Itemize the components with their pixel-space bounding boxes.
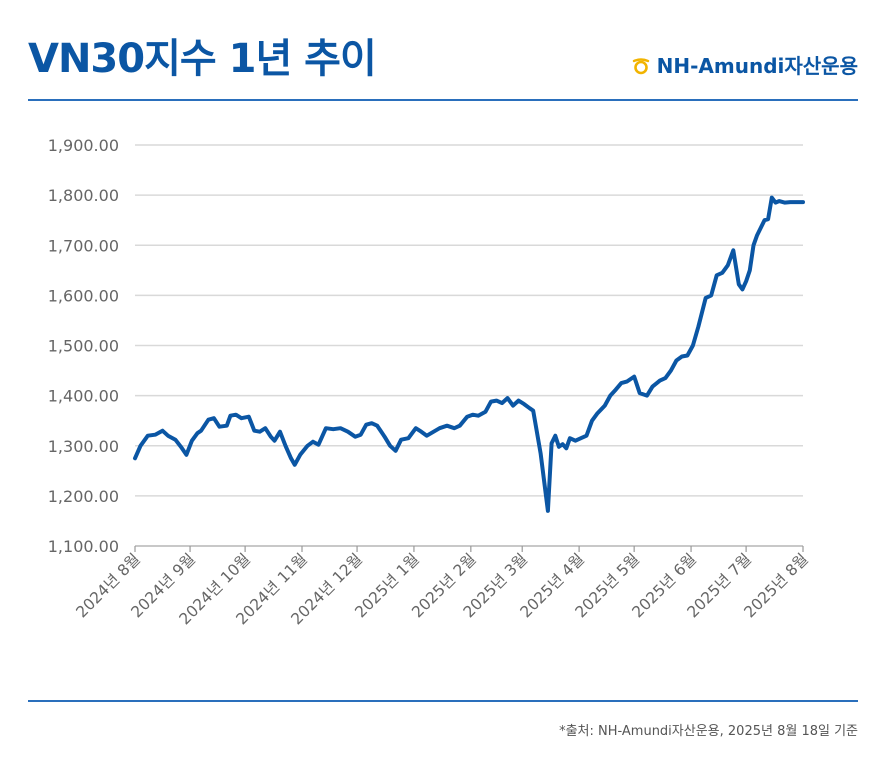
chart-area: 1,100.00 1,200.00 1,300.00 1,400.00 1,500.00… xyxy=(0,110,886,690)
footer-divider xyxy=(28,700,858,702)
y-tick-label: 1,600.00 xyxy=(48,286,119,305)
y-tick-label: 1,300.00 xyxy=(48,437,119,456)
y-tick-label: 1,800.00 xyxy=(48,186,119,205)
y-tick-label: 1,900.00 xyxy=(48,136,119,155)
chart-title: VN30지수 1년 추이 xyxy=(28,36,377,82)
gridlines xyxy=(135,144,803,547)
line-chart: 1,100.00 1,200.00 1,300.00 1,400.00 1,500.00… xyxy=(48,136,812,628)
y-axis: 1,100.00 1,200.00 1,300.00 1,400.00 1,500.00… xyxy=(48,136,119,556)
header-divider xyxy=(28,99,858,101)
y-tick-label: 1,400.00 xyxy=(48,387,119,406)
brand: NH-Amundi자산운용 xyxy=(631,50,858,79)
plot-area xyxy=(133,195,805,513)
y-tick-label: 1,700.00 xyxy=(48,236,119,255)
nh-amundi-logo-icon xyxy=(631,55,651,75)
source-note: *출처: NH-Amundi자산운용, 2025년 8월 18일 기준 xyxy=(559,724,858,739)
y-tick-label: 1,100.00 xyxy=(48,537,119,556)
brand-name: NH-Amundi자산운용 xyxy=(656,54,858,78)
series-line xyxy=(133,195,805,513)
y-tick-label: 1,500.00 xyxy=(48,337,119,356)
y-tick-label: 1,200.00 xyxy=(48,487,119,506)
